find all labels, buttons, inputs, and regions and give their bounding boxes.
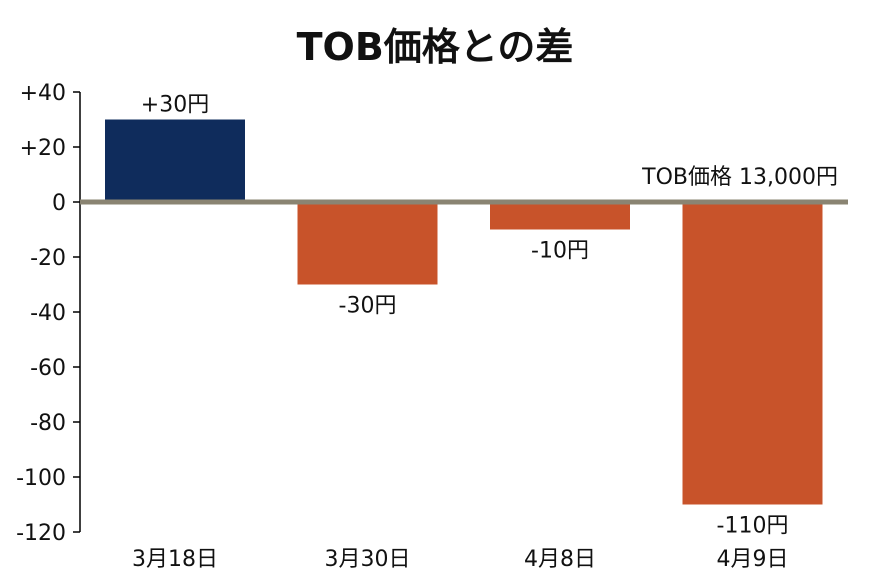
data-labels: +30円 -30円 -10円 -110円 <box>141 93 789 539</box>
y-tick-label: -120 <box>16 521 66 546</box>
data-label: -30円 <box>339 294 397 319</box>
y-tick-label: +40 <box>20 81 66 106</box>
y-tick-label: -40 <box>30 301 66 326</box>
y-tick-label: 0 <box>52 191 66 216</box>
x-axis: 3月18日 3月30日 4月8日 4月9日 <box>132 547 789 572</box>
chart-title: TOB価格との差 <box>297 25 574 69</box>
x-tick-label: 3月18日 <box>132 547 218 572</box>
data-label: -10円 <box>531 239 589 264</box>
reference-label: TOB価格 13,000円 <box>641 165 838 190</box>
bar <box>105 119 245 202</box>
x-tick-label: 3月30日 <box>325 547 411 572</box>
y-tick-label: -20 <box>30 246 66 271</box>
bar <box>490 202 630 230</box>
data-label: -110円 <box>717 514 789 539</box>
x-tick-label: 4月9日 <box>717 547 789 572</box>
data-label: +30円 <box>141 93 209 118</box>
y-tick-label: -80 <box>30 411 66 436</box>
y-tick-label: -100 <box>16 466 66 491</box>
bar <box>682 202 823 505</box>
y-tick-label: +20 <box>20 136 66 161</box>
bars <box>105 119 823 505</box>
x-tick-label: 4月8日 <box>524 547 596 572</box>
y-axis: +40 +20 0 -20 -40 -60 -80 -100 -120 <box>16 81 81 546</box>
y-tick-label: -60 <box>30 356 66 381</box>
bar <box>297 202 438 285</box>
